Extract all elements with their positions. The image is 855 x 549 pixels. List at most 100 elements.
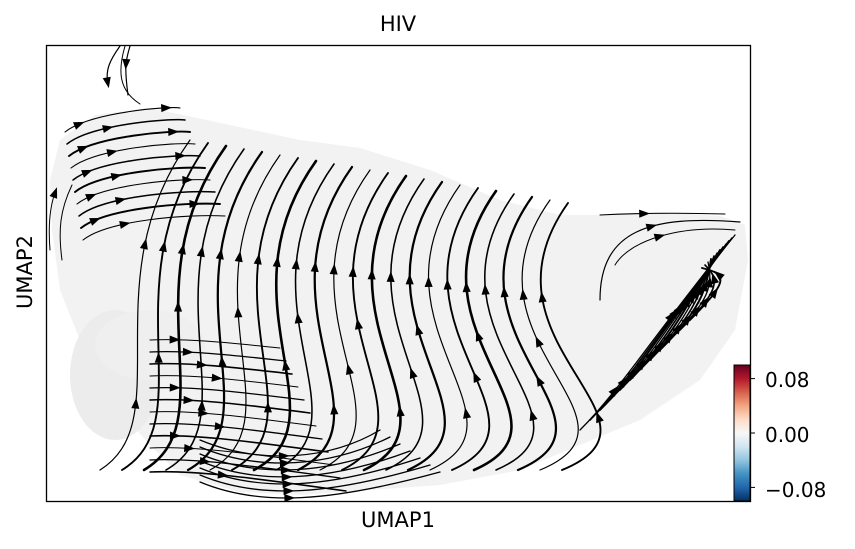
streamline	[149, 411, 317, 427]
stream-arrowhead	[281, 473, 293, 482]
stream-arrowhead	[386, 271, 395, 282]
stream-arrowhead	[330, 403, 339, 415]
streamline	[385, 178, 425, 471]
stream-arrowhead	[284, 494, 296, 501]
stream-arrowhead	[367, 268, 376, 280]
stream-arrowhead	[475, 330, 484, 342]
stream-arrowhead	[346, 363, 354, 375]
stream-arrowhead	[538, 291, 547, 303]
stream-arrowhead	[139, 238, 148, 250]
stream-arrowhead	[119, 221, 131, 229]
streamline	[125, 46, 131, 96]
dense-cell-cluster	[95, 310, 205, 380]
stream-arrowhead	[211, 373, 223, 382]
stream-arrowhead	[102, 125, 114, 133]
stream-arrowhead	[77, 145, 89, 154]
streamline	[142, 144, 228, 472]
streamline	[464, 189, 513, 472]
streamline	[341, 172, 389, 471]
stream-arrowhead	[169, 335, 181, 344]
streamline	[502, 195, 557, 472]
stream-arrowhead	[253, 253, 262, 265]
stream-arrowhead	[122, 58, 131, 70]
stream-arrowhead	[214, 422, 226, 431]
stream-arrowhead	[705, 276, 714, 288]
stream-arrowhead	[169, 383, 181, 392]
stream-arrowhead	[654, 341, 664, 353]
plot-frame	[45, 44, 752, 503]
stream-arrowhead	[198, 408, 210, 417]
streamline	[296, 165, 354, 472]
stream-arrowhead	[234, 250, 243, 263]
stream-arrowhead	[473, 371, 482, 383]
streamline	[483, 193, 535, 471]
streamline	[689, 267, 722, 321]
stream-arrowhead	[329, 263, 338, 275]
stream-arrowhead	[196, 360, 208, 369]
streamline	[199, 443, 401, 471]
stream-arrowhead	[626, 368, 637, 379]
stream-arrowhead	[536, 375, 545, 387]
stream-arrowhead	[672, 323, 682, 335]
stream-arrowhead	[713, 270, 725, 281]
streamline	[199, 457, 421, 485]
cell-cloud-region	[50, 108, 748, 495]
colorbar-tick-label: 0.00	[765, 423, 810, 447]
streamline	[209, 154, 281, 471]
stream-arrowhead	[283, 487, 295, 496]
colorbar-tick-label: 0.08	[765, 368, 810, 392]
streamline	[74, 166, 206, 193]
stream-arrowhead	[644, 350, 655, 362]
stream-arrowhead	[424, 276, 433, 287]
streamline	[406, 180, 446, 472]
streamline	[199, 436, 391, 464]
streamline	[199, 450, 411, 478]
stream-arrowhead	[405, 273, 414, 285]
streamline	[428, 184, 468, 471]
stream-arrowhead	[199, 457, 211, 465]
colorbar-tickmarks	[750, 378, 755, 488]
streamline	[199, 471, 441, 499]
streamline	[199, 429, 381, 457]
stream-arrowhead	[73, 121, 85, 130]
stream-arrowhead	[695, 284, 704, 296]
streamline	[120, 46, 141, 105]
streamline	[149, 398, 311, 414]
colorbar	[733, 364, 751, 502]
stream-arrowhead	[415, 324, 424, 336]
streamline	[521, 199, 579, 471]
streamline	[99, 139, 191, 471]
streamline	[78, 190, 216, 217]
stream-arrowhead	[131, 397, 140, 409]
streamline	[165, 148, 245, 471]
streamline	[70, 143, 196, 169]
stream-arrowhead	[596, 411, 604, 424]
stream-arrowhead	[215, 248, 224, 260]
stream-arrowhead	[234, 306, 243, 318]
streamline	[319, 169, 371, 471]
stream-arrowhead	[154, 351, 163, 363]
streamline	[149, 434, 329, 453]
stream-arrowhead	[708, 287, 718, 299]
stream-arrowhead	[348, 266, 357, 278]
stream-arrowhead	[110, 173, 122, 181]
stream-arrowhead	[89, 218, 101, 226]
stream-arrowhead	[282, 359, 291, 371]
streamline	[59, 184, 73, 261]
stream-arrowhead	[653, 233, 666, 242]
stream-arrowhead	[169, 431, 181, 440]
stream-arrowhead	[310, 261, 319, 273]
stream-arrowhead	[197, 399, 206, 411]
stream-arrowhead	[272, 255, 281, 268]
x-axis-label: UMAP1	[361, 508, 435, 532]
streamline	[599, 219, 741, 301]
stream-arrowhead	[49, 187, 58, 199]
stream-arrowhead	[645, 223, 658, 232]
stream-arrowhead	[183, 395, 195, 404]
stream-arrowhead	[106, 149, 118, 157]
stream-arrowhead	[217, 470, 229, 479]
stream-arrowhead	[443, 278, 452, 290]
stream-arrowhead	[161, 104, 172, 113]
streamline	[149, 362, 293, 375]
stream-arrowhead	[462, 281, 471, 293]
